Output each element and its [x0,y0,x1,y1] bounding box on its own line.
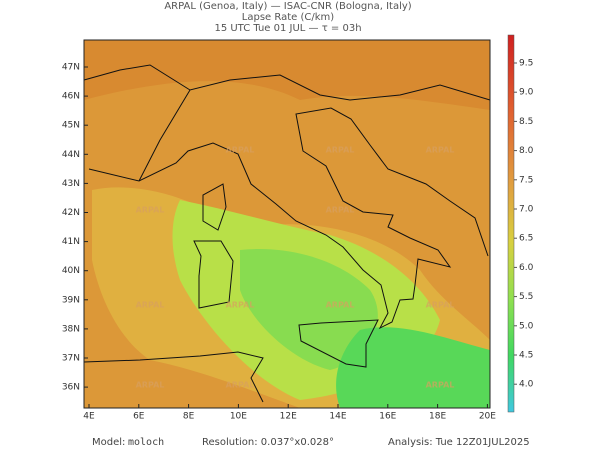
lat-tick-label: 43N [62,179,80,189]
lon-tick-label: 4E [83,412,95,422]
footer-model: moloch [128,437,164,448]
lon-tick-label: 12E [280,412,297,422]
watermark: ARPAL [426,301,455,310]
colorbar-tick-label: 4.5 [519,351,533,361]
header-line: Lapse Rate (C/km) [242,12,334,23]
lon-tick-label: 8E [183,412,195,422]
lat-tick-label: 37N [62,354,80,364]
colorbar-tick-label: 6.0 [519,263,534,273]
colorbar-tick-label: 7.5 [519,175,533,185]
watermark: ARPAL [326,146,355,155]
watermark: ARPAL [226,146,255,155]
watermarks: ARPAL ARPAL ARPAL ARPAL ARPAL ARPAL ARPAL ARPAL… [136,146,455,390]
footer-model-label: Model: [92,437,125,448]
coastline [202,183,227,231]
lat-tick-label: 45N [62,121,80,131]
colorbar-tick-label: 9.0 [519,88,534,98]
map-field [84,40,490,408]
watermark: ARPAL [426,146,455,155]
watermark: ARPAL [136,301,165,310]
watermark: ARPAL [326,206,355,215]
field-patch [336,327,490,408]
lon-tick-label: 18E [429,412,446,422]
watermark: ARPAL [136,381,165,390]
lon-tick-label: 20E [479,412,496,422]
colorbar-tick-label: 5.5 [519,292,533,302]
colorbar-tick-label: 7.0 [519,205,534,215]
lon-tick-label: 14E [329,412,346,422]
lat-tick-label: 39N [62,295,80,305]
colorbar-ticks: 9.5 9.0 8.5 8.0 7.5 7.0 6.5 6.0 5.5 5.0 4.5 4.0 [514,59,534,390]
lat-tick-label: 46N [62,92,80,102]
colorbar-tick-label: 5.0 [519,321,534,331]
header-line: ARPAL (Genoa, Italy) — ISAC-CNR (Bologna… [164,1,411,12]
colorbar [507,34,515,413]
field-patch [84,40,490,110]
coastline [83,351,264,403]
coastline [88,107,489,330]
border [138,89,191,182]
lat-tick-label: 44N [62,150,80,160]
footer-resolution: Resolution: 0.037°x0.028° [202,437,334,448]
lat-tick-label: 47N [62,63,80,73]
watermark: ARPAL [426,381,455,390]
colorbar-tick-label: 9.5 [519,59,533,69]
lat-tick-label: 36N [62,383,80,393]
field-patch [240,249,378,370]
lat-tick-label: 41N [62,237,80,247]
lon-tick-label: 6E [133,412,145,422]
colorbar-tick-label: 6.5 [519,234,533,244]
lon-tick-label: 16E [379,412,396,422]
coastline [193,240,234,309]
lat-tick-label: 40N [62,266,80,276]
watermark: ARPAL [226,301,255,310]
footer-analysis: Analysis: Tue 12Z01JUL2025 [388,437,530,448]
coastlines [83,64,491,403]
map-axes: 4E 6E 8E 10E 12E 14E 16E 18E 20E 47N 46N 45N 44N 43N 4… [62,63,496,422]
lat-tick-label: 38N [62,324,80,334]
colorbar-tick-label: 4.0 [519,380,534,390]
colorbar-tick-label: 8.5 [519,117,533,127]
header-line: 15 UTC Tue 01 JUL — τ = 03h [214,23,361,34]
coastline [298,319,379,368]
colorbar-tick-label: 8.0 [519,146,534,156]
watermark: ARPAL [136,206,165,215]
lon-tick-label: 10E [230,412,247,422]
lat-tick-label: 42N [62,208,80,218]
map-frame [83,39,491,409]
watermark: ARPAL [226,381,255,390]
border [83,64,491,101]
watermark: ARPAL [326,301,355,310]
